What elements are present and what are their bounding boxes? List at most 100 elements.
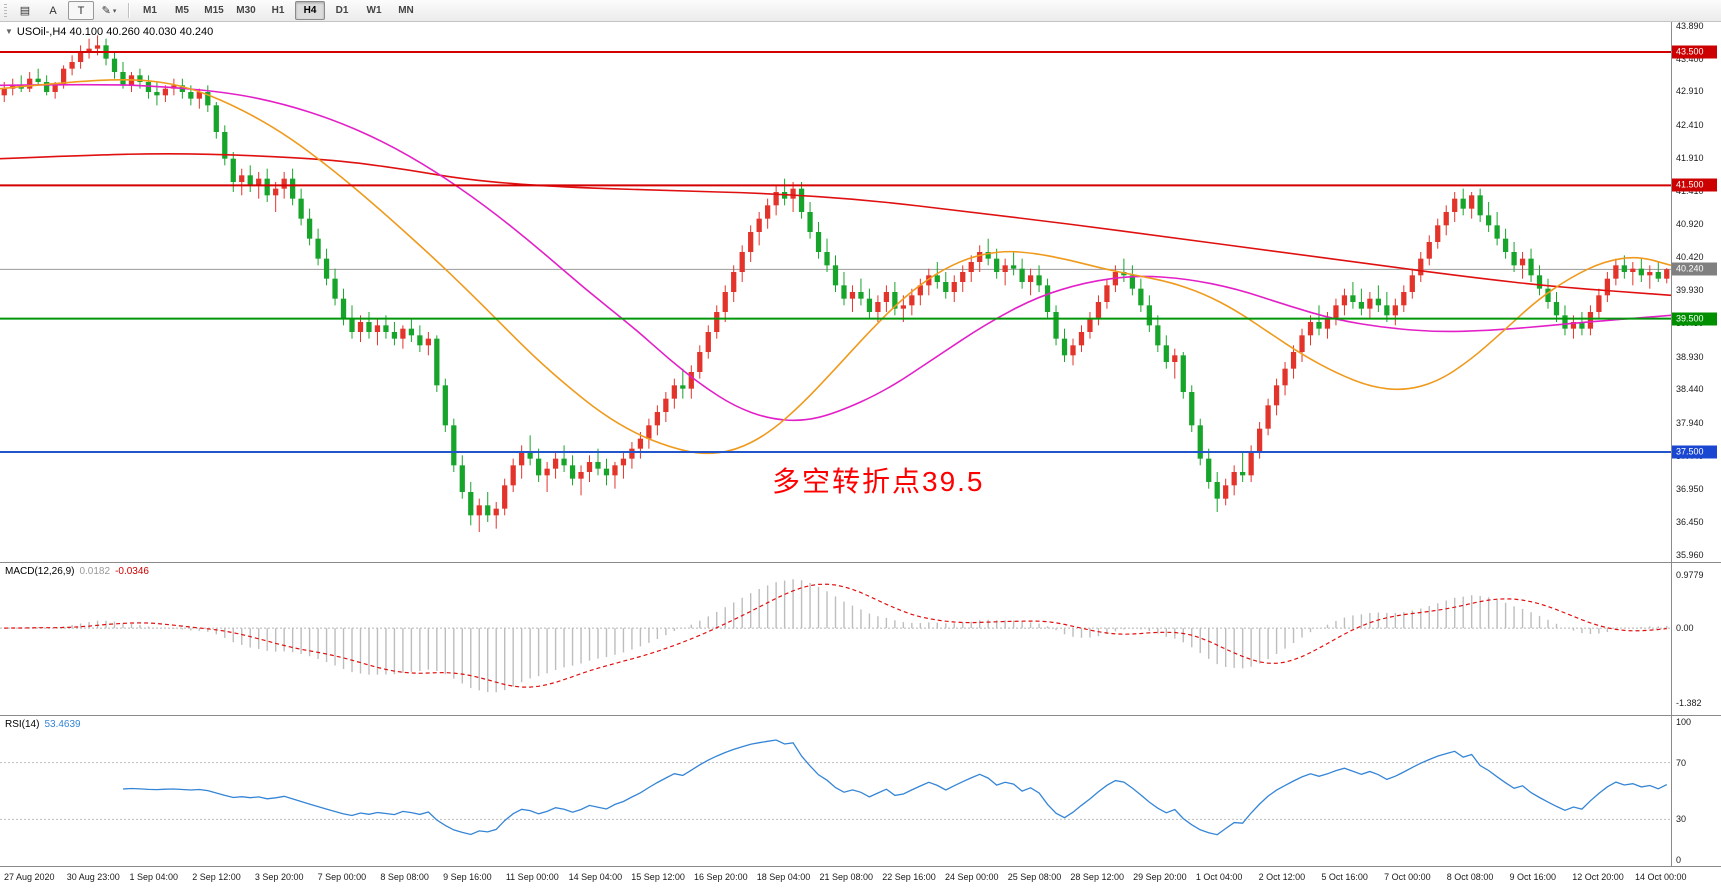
- price-axis-label: 41.910: [1676, 153, 1704, 163]
- time-axis-label: 22 Sep 16:00: [882, 872, 936, 882]
- time-axis-label: 7 Oct 00:00: [1384, 872, 1431, 882]
- price-axis-label: 37.940: [1676, 417, 1704, 428]
- macd-label: MACD(12,26,9) 0.0182 -0.0346: [5, 566, 149, 577]
- time-axis-label: 27 Aug 2020: [4, 872, 55, 882]
- time-axis-label: 7 Sep 00:00: [317, 872, 367, 882]
- macd-signal-value: -0.0346: [115, 566, 149, 577]
- time-axis-label: 30 Aug 23:00: [66, 872, 120, 882]
- time-axis-label: 1 Sep 04:00: [129, 872, 178, 882]
- time-axis-label: 28 Sep 12:00: [1070, 872, 1124, 882]
- time-axis-label: 25 Sep 08:00: [1007, 872, 1062, 882]
- price-axis-label: 42.410: [1676, 119, 1704, 130]
- macd-axis-label: -1.382: [1676, 698, 1702, 709]
- macd-signal-line: [4, 583, 1667, 688]
- moving-averages-layer: [0, 78, 1671, 455]
- ma-mid-magenta: [0, 83, 1671, 422]
- price-axis-label: 36.450: [1676, 517, 1704, 527]
- price-axis-label: 38.930: [1676, 351, 1704, 362]
- ma-fast-orange: [0, 78, 1671, 455]
- candles-layer: [1, 35, 1670, 532]
- rsi-axis-label: 0: [1676, 855, 1682, 865]
- dropdown-caret-icon: ▾: [112, 7, 117, 15]
- timeframe-m30-button[interactable]: M30: [236, 5, 256, 16]
- panel-separator: [0, 866, 1721, 867]
- panel-separator[interactable]: [0, 562, 1721, 563]
- rsi-indicator-panel: RSI(14) 53.4639 100 70 30 0: [0, 716, 1721, 866]
- time-axis-label: 12 Oct 20:00: [1572, 872, 1624, 882]
- time-axis-label: 2 Sep 12:00: [192, 872, 241, 882]
- rsi-axis-label: 100: [1676, 717, 1692, 727]
- time-axis-label: 16 Sep 20:00: [694, 872, 748, 882]
- price-level-badge: 41.500: [1672, 178, 1717, 192]
- panel-separator[interactable]: [0, 715, 1721, 716]
- chart-ohlc-values: 40.100 40.260 40.030 40.240: [69, 26, 214, 38]
- price-axis-label: 43.890: [1676, 21, 1704, 31]
- level-lines-layer[interactable]: [0, 51, 1671, 453]
- time-axis-label: 8 Oct 08:00: [1446, 872, 1494, 882]
- time-axis-label: 14 Sep 04:00: [568, 872, 623, 882]
- price-axis-label: 39.930: [1676, 285, 1704, 295]
- time-axis-label: 14 Oct 00:00: [1635, 872, 1687, 882]
- macd-indicator-panel: MACD(12,26,9) 0.0182 -0.0346 0.9779 0.00 -1.…: [0, 563, 1721, 715]
- price-level-badge: 39.500: [1672, 312, 1717, 326]
- toolbar-grip[interactable]: [4, 3, 7, 18]
- timeframe-h4-button[interactable]: H4: [295, 1, 325, 20]
- text-box-t-button[interactable]: T: [68, 1, 94, 20]
- price-level-badge: 43.500: [1672, 45, 1717, 59]
- price-axis-label: 42.910: [1676, 86, 1704, 97]
- rsi-axis-label: 30: [1676, 814, 1687, 825]
- price-axis[interactable]: 43.89043.40042.91042.41041.91041.41040.9…: [1671, 21, 1721, 562]
- chart-header: ▼ USOil-,H4 40.100 40.260 40.030 40.240: [5, 26, 213, 38]
- price-axis-label: 40.920: [1676, 219, 1704, 229]
- time-axis-label: 15 Sep 12:00: [631, 872, 685, 882]
- price-chart-panel: ▼ USOil-,H4 40.100 40.260 40.030 40.240 多…: [0, 21, 1721, 562]
- price-axis-label: 43.400: [1676, 53, 1704, 64]
- macd-axis[interactable]: 0.9779 0.00 -1.382: [1671, 563, 1721, 715]
- rsi-plot[interactable]: [0, 716, 1671, 866]
- timeframe-mn-button[interactable]: MN: [398, 5, 414, 16]
- timeframe-m5-button[interactable]: M5: [175, 5, 189, 16]
- ma-slow-red: [0, 153, 1671, 297]
- macd-main-value: 0.0182: [79, 566, 111, 577]
- time-axis-label: 21 Sep 08:00: [819, 872, 874, 882]
- time-axis-label: 8 Sep 08:00: [380, 872, 429, 882]
- chart-toolbar: ▤ A T ✎ ▾ M1 M5 M15 M30 H1 H4 D1 W1 MN: [0, 0, 1721, 22]
- timeframe-h1-button[interactable]: H1: [271, 5, 285, 16]
- indicators-button[interactable]: ✎ ▾: [101, 5, 117, 17]
- toolbars-menu-icon[interactable]: ▤: [19, 5, 31, 17]
- price-level-badge: 37.500: [1672, 445, 1717, 459]
- rsi-label: RSI(14) 53.4639: [5, 719, 81, 730]
- macd-name: MACD(12,26,9): [5, 566, 75, 577]
- timeframe-m1-button[interactable]: M1: [143, 5, 157, 16]
- toolbar-separator: [128, 3, 129, 18]
- rsi-axis-label: 70: [1676, 757, 1687, 768]
- time-axis-label: 9 Oct 16:00: [1509, 872, 1557, 882]
- timeframe-d1-button[interactable]: D1: [335, 5, 349, 16]
- macd-axis-label: 0.9779: [1676, 570, 1704, 581]
- price-axis-label: 40.420: [1676, 252, 1704, 263]
- text-label-a-button[interactable]: A: [49, 4, 57, 17]
- timeframe-w1-button[interactable]: W1: [366, 5, 382, 16]
- time-axis-label: 2 Oct 12:00: [1258, 872, 1306, 882]
- time-axis-label: 5 Oct 16:00: [1321, 872, 1368, 882]
- time-axis-label: 18 Sep 04:00: [756, 872, 811, 882]
- collapse-triangle-icon[interactable]: ▼: [5, 27, 13, 36]
- rsi-line: [122, 739, 1668, 836]
- rsi-axis[interactable]: 100 70 30 0: [1671, 716, 1721, 866]
- time-axis-label: 9 Sep 16:00: [443, 872, 492, 882]
- tool-button-group: ▤ A T ✎ ▾: [11, 1, 123, 20]
- rsi-name: RSI(14): [5, 719, 40, 730]
- macd-plot[interactable]: [0, 563, 1671, 715]
- chart-text-annotation[interactable]: 多空转折点39.5: [772, 466, 985, 497]
- price-axis-label: 36.950: [1676, 483, 1704, 494]
- price-axis-label: 35.960: [1676, 549, 1704, 560]
- price-axis-label: 38.440: [1676, 384, 1704, 395]
- time-axis[interactable]: 27 Aug 2020 30 Aug 23:00 1 Sep 04:00 2 Sep …: [0, 867, 1721, 889]
- chart-symbol-period: USOil-,H4: [16, 26, 67, 38]
- macd-histogram-layer: [12, 579, 1668, 693]
- time-axis-label: 3 Sep 20:00: [254, 872, 304, 882]
- timeframe-m15-button[interactable]: M15: [204, 5, 224, 16]
- time-axis-label: 11 Sep 00:00: [505, 872, 559, 882]
- price-chart-plot[interactable]: [0, 22, 1671, 562]
